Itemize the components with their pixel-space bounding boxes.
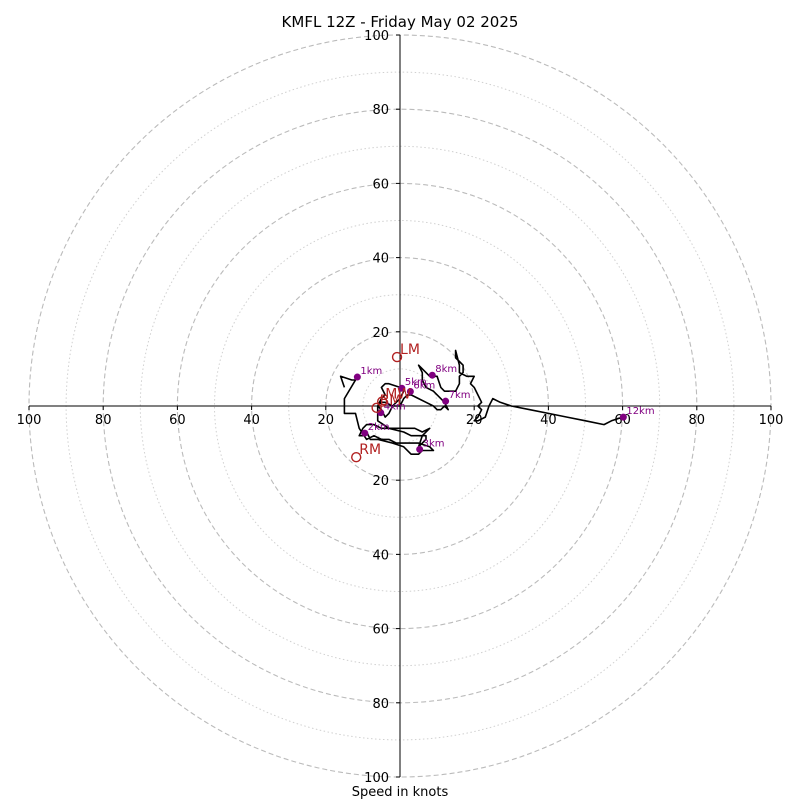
- storm-label-LM: LM: [400, 342, 420, 358]
- height-marker-2km: [361, 429, 369, 437]
- height-marker-6km: [406, 388, 414, 396]
- x-axis-label: Speed in knots: [352, 785, 449, 800]
- x-tick-right-80: 80: [689, 413, 706, 428]
- y-tick-top-80: 80: [372, 103, 389, 118]
- height-marker-1km: [353, 373, 361, 381]
- height-label-8km: 8km: [435, 364, 457, 375]
- y-tick-bottom-80: 80: [372, 697, 389, 712]
- storm-label-MW: MW: [385, 387, 411, 403]
- x-tick-left-60: 60: [169, 413, 186, 428]
- height-label-2km: 2km: [368, 422, 390, 433]
- x-tick-left-100: 100: [17, 413, 42, 428]
- y-tick-bottom-40: 40: [372, 548, 389, 563]
- height-label-1km: 1km: [360, 366, 382, 377]
- storm-label-BM: BM: [380, 393, 402, 409]
- x-tick-left-20: 20: [318, 413, 335, 428]
- wind-profile-line: [339, 349, 623, 456]
- storm-label-RM: RM: [359, 442, 381, 458]
- y-tick-bottom-20: 20: [372, 474, 389, 489]
- height-label-4km: 4km: [384, 402, 406, 413]
- storm-marker-RM: [351, 451, 362, 463]
- height-marker-8km: [428, 371, 436, 379]
- storm-marker-BM: [371, 402, 382, 414]
- x-tick-right-100: 100: [759, 413, 784, 428]
- hodograph-trace: [339, 349, 623, 456]
- storm-motion-markers: LM MW RM BM: [351, 342, 420, 463]
- height-label-7km: 7km: [449, 390, 471, 401]
- height-label-3km: 3km: [423, 438, 445, 449]
- y-tick-bottom-60: 60: [372, 623, 389, 638]
- x-tick-right-40: 40: [540, 413, 557, 428]
- height-label-6km: 6km: [413, 381, 435, 392]
- height-marker-7km: [442, 397, 450, 405]
- storm-marker-MW: [376, 396, 388, 407]
- y-tick-top-60: 60: [372, 177, 389, 192]
- height-marker-4km: [377, 409, 385, 417]
- height-marker-5km: [398, 384, 406, 392]
- chart-title: KMFL 12Z - Friday May 02 2025: [282, 13, 519, 31]
- height-marker-3km: [416, 445, 424, 453]
- y-tick-bottom-100: 100: [364, 771, 389, 786]
- storm-marker-LM: [391, 351, 403, 363]
- y-tick-top-100: 100: [364, 29, 389, 44]
- height-label-5km: 5km: [405, 377, 427, 388]
- y-tick-top-40: 40: [372, 252, 389, 267]
- height-marker-12km: [619, 413, 627, 421]
- height-label-12km: 12km: [626, 406, 654, 417]
- x-tick-left-40: 40: [243, 413, 260, 428]
- y-tick-top-20: 20: [372, 326, 389, 341]
- x-tick-left-80: 80: [95, 413, 112, 428]
